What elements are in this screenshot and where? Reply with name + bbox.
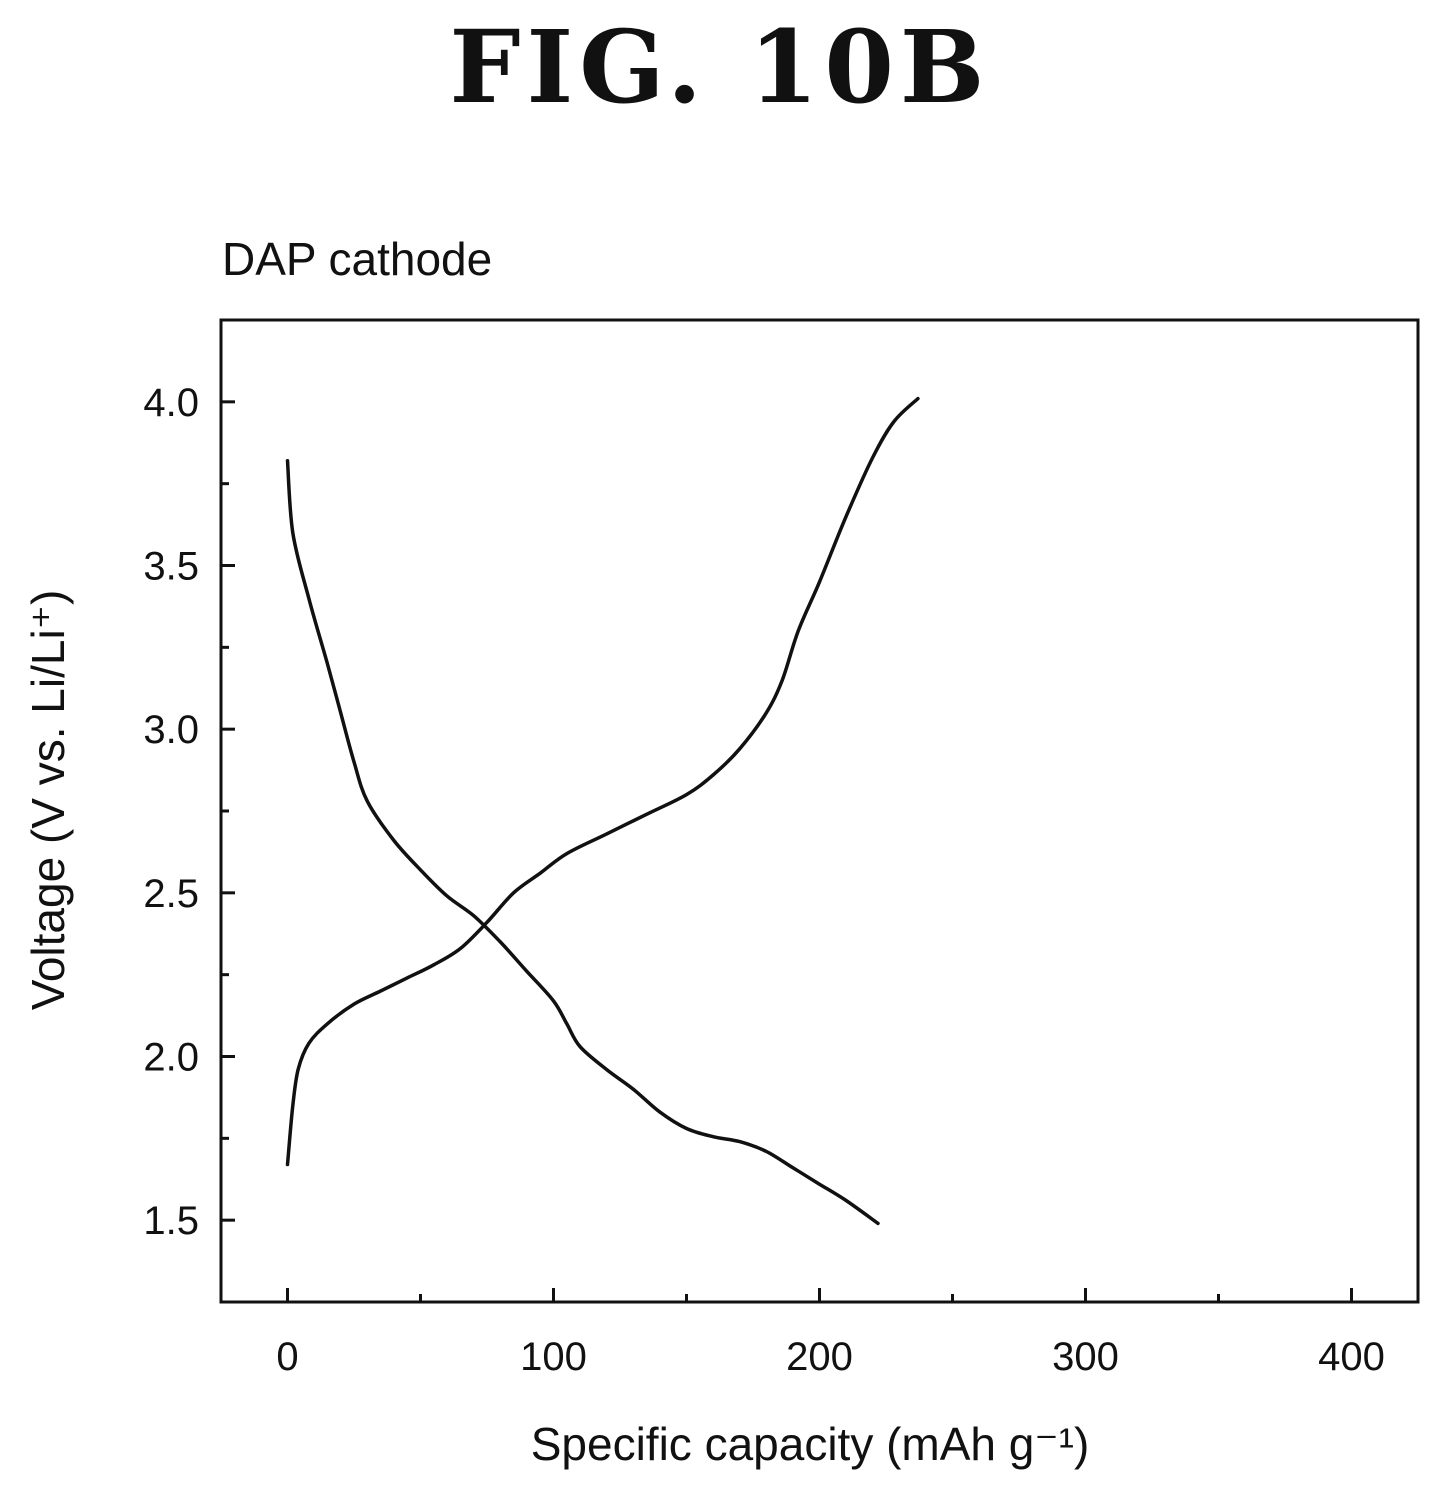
x-tick-label: 400: [1318, 1335, 1385, 1379]
x-tick-label: 0: [276, 1335, 298, 1379]
plot-frame: [219, 318, 1420, 1304]
y-tick-label: 2.5: [143, 872, 199, 916]
series-group: [285, 396, 920, 1226]
ticks-group: 0 100 200 300 400 1.5 2.0 2.5 3.0 3.5 4.0: [143, 381, 1384, 1379]
y-tick-label: 3.0: [143, 708, 199, 752]
discharge-curve: [285, 459, 880, 1226]
chart-title: DAP cathode: [222, 233, 493, 285]
y-tick-label: 1.5: [143, 1199, 199, 1243]
x-tick-label: 200: [786, 1335, 853, 1379]
x-tick-label: 300: [1052, 1335, 1119, 1379]
x-tick-label: 100: [520, 1335, 587, 1379]
y-tick-label: 2.0: [143, 1036, 199, 1080]
charge-curve: [285, 396, 920, 1167]
y-tick-label: 4.0: [143, 381, 199, 425]
y-tick-label: 3.5: [143, 545, 199, 589]
figure-label: FIG. 10B: [449, 8, 991, 126]
x-axis-label: Specific capacity (mAh g⁻¹): [531, 1418, 1090, 1470]
y-axis-label: Voltage (V vs. Li/Li⁺): [22, 590, 74, 1011]
